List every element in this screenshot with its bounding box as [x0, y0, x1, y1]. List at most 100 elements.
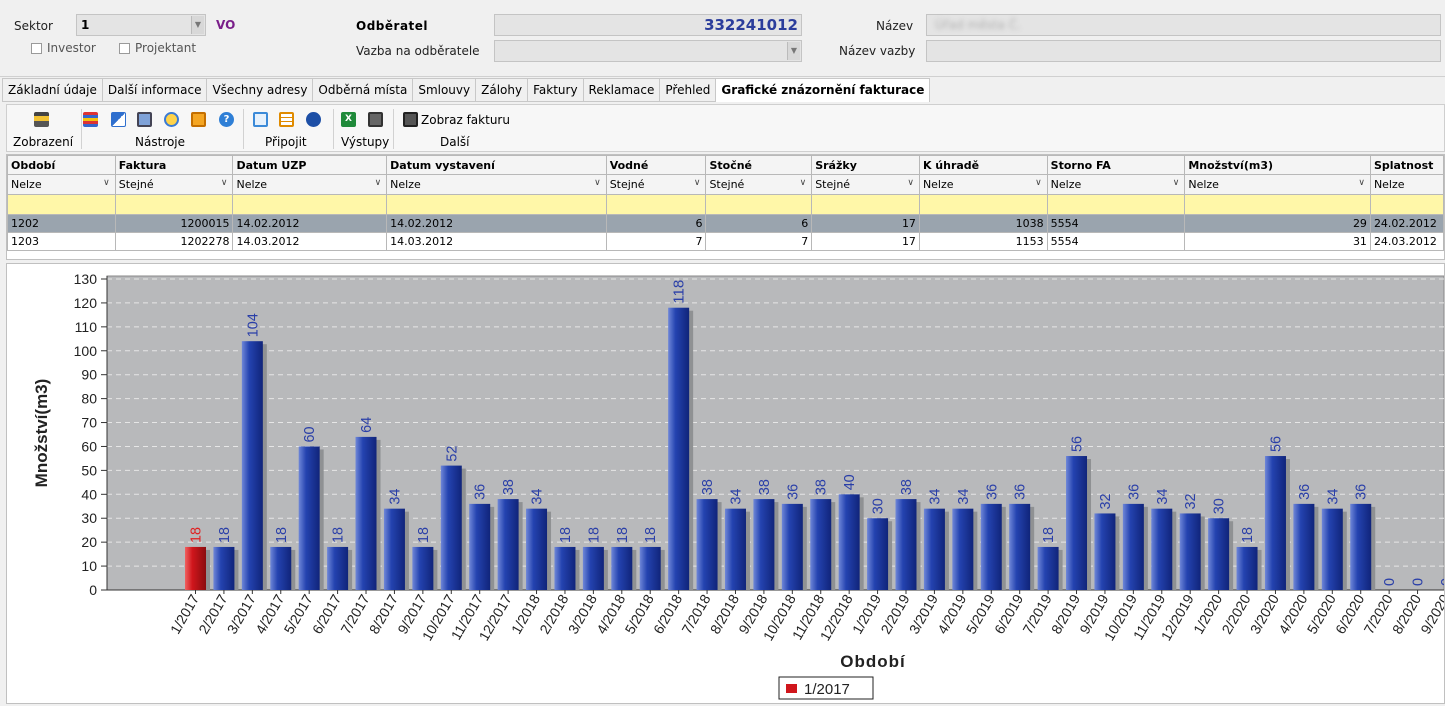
- export-icon[interactable]: [191, 112, 206, 127]
- table-row[interactable]: 1202 1200015 14.02.2012 14.02.2012 6 6 17 1038 5…: [7, 214, 1444, 233]
- chevron-down-icon[interactable]: ∨: [374, 178, 382, 188]
- filter-input[interactable]: [114, 194, 234, 215]
- bar[interactable]: [1009, 503, 1031, 590]
- printer-icon[interactable]: [368, 112, 383, 127]
- column-header[interactable]: K úhradě: [918, 155, 1048, 175]
- bar[interactable]: [497, 499, 519, 590]
- filter-input[interactable]: [386, 194, 607, 215]
- bar[interactable]: [554, 546, 576, 590]
- bar[interactable]: [724, 508, 746, 590]
- tab-prehled[interactable]: Přehled: [660, 78, 717, 102]
- chevron-down-icon[interactable]: ∨: [220, 178, 228, 188]
- chevron-down-icon[interactable]: ∨: [799, 178, 807, 188]
- bar[interactable]: [1264, 456, 1286, 590]
- sektor-select[interactable]: 1 ▼: [76, 14, 206, 36]
- investor-checkbox[interactable]: [31, 43, 42, 54]
- filter-input[interactable]: [705, 194, 813, 215]
- columns-icon[interactable]: [83, 112, 98, 127]
- chevron-down-icon[interactable]: ∨: [1358, 178, 1365, 188]
- bar[interactable]: [298, 446, 320, 590]
- column-header[interactable]: Srážky: [811, 155, 920, 175]
- bar[interactable]: [1321, 508, 1343, 590]
- tab-zakladni-udaje[interactable]: Základní údaje: [2, 78, 103, 102]
- bar[interactable]: [327, 546, 349, 590]
- bar[interactable]: [867, 518, 889, 590]
- tab-odberna-mista[interactable]: Odběrná místa: [313, 78, 414, 102]
- bar[interactable]: [1236, 546, 1258, 590]
- chevron-down-icon[interactable]: ∨: [693, 178, 701, 188]
- column-header[interactable]: Faktura: [114, 155, 234, 175]
- bar[interactable]: [781, 503, 803, 590]
- bar[interactable]: [1066, 456, 1088, 590]
- filter-select[interactable]: Nelze ∨: [7, 174, 116, 195]
- bar[interactable]: [1037, 546, 1059, 590]
- filter-select[interactable]: Stejné ∨: [811, 174, 920, 195]
- chevron-down-icon[interactable]: ∨: [907, 178, 914, 188]
- filter-input[interactable]: [1046, 194, 1186, 215]
- column-header[interactable]: Vodné: [605, 155, 707, 175]
- bar[interactable]: [355, 436, 377, 590]
- bar[interactable]: [611, 546, 633, 590]
- chevron-down-icon[interactable]: ▼: [191, 16, 204, 34]
- filter-input[interactable]: [232, 194, 388, 215]
- attach-icon[interactable]: [253, 112, 268, 127]
- filter-select[interactable]: Stejné ∨: [114, 174, 234, 195]
- bar[interactable]: [213, 546, 235, 590]
- bar[interactable]: [1179, 513, 1201, 590]
- tab-zalohy[interactable]: Zálohy: [476, 78, 529, 102]
- bar[interactable]: [639, 546, 661, 590]
- filter-select[interactable]: Nelze ∨: [918, 174, 1048, 195]
- filter-input[interactable]: [918, 194, 1048, 215]
- chevron-down-icon[interactable]: ∨: [1172, 178, 1180, 188]
- bar[interactable]: [185, 546, 206, 590]
- column-header[interactable]: Množství(m3): [1184, 155, 1371, 175]
- bar[interactable]: [270, 546, 292, 590]
- filter-input[interactable]: [1369, 194, 1444, 215]
- bar[interactable]: [838, 494, 860, 590]
- filter-select[interactable]: Nelze ∨: [232, 174, 388, 195]
- excel-icon[interactable]: X: [341, 112, 356, 127]
- filter-input[interactable]: [605, 194, 707, 215]
- column-header[interactable]: Období: [7, 155, 116, 175]
- filter-input[interactable]: [7, 194, 116, 215]
- bar[interactable]: [241, 341, 263, 590]
- tab-graficke-znazorneni[interactable]: Grafické znázornění fakturace: [716, 78, 931, 102]
- view-icon[interactable]: [34, 112, 49, 127]
- vazba-select[interactable]: ▼: [494, 40, 802, 62]
- filter-select[interactable]: Nelze ∨: [1184, 174, 1371, 195]
- nazev-vazby-field[interactable]: [926, 40, 1441, 62]
- tab-smlouvy[interactable]: Smlouvy: [413, 78, 477, 102]
- bar[interactable]: [696, 499, 718, 590]
- help-icon[interactable]: ?: [219, 112, 234, 127]
- chevron-down-icon[interactable]: ∨: [103, 178, 110, 188]
- bar[interactable]: [810, 499, 832, 590]
- bar[interactable]: [1208, 518, 1230, 590]
- zobraz-fakturu-button[interactable]: Zobraz fakturu: [421, 113, 510, 127]
- tab-reklamace[interactable]: Reklamace: [583, 78, 661, 102]
- filter-input[interactable]: [811, 194, 920, 215]
- projektant-checkbox[interactable]: [119, 43, 130, 54]
- bar[interactable]: [383, 508, 405, 590]
- tab-vsechny-adresy[interactable]: Všechny adresy: [207, 78, 314, 102]
- filter-select[interactable]: Nelze ∨: [1046, 174, 1186, 195]
- bar[interactable]: [1122, 503, 1144, 590]
- bar[interactable]: [980, 503, 1002, 590]
- clock-icon[interactable]: [164, 112, 179, 127]
- bar[interactable]: [952, 508, 974, 590]
- bar[interactable]: [895, 499, 917, 590]
- filter-select[interactable]: Stejné ∨: [605, 174, 707, 195]
- chevron-down-icon[interactable]: ▼: [787, 42, 800, 60]
- column-header[interactable]: Splatnost: [1369, 155, 1444, 175]
- bar[interactable]: [1350, 503, 1372, 590]
- print-icon[interactable]: [137, 112, 152, 127]
- filter-select[interactable]: Nelze: [1369, 174, 1444, 195]
- table-row[interactable]: 1203 1202278 14.03.2012 14.03.2012 7 7 17 1153 5…: [7, 232, 1444, 251]
- invoice-icon[interactable]: [403, 112, 418, 127]
- nazev-field[interactable]: Úřad města Č.: [926, 14, 1441, 36]
- chevron-down-icon[interactable]: ∨: [594, 178, 601, 188]
- filter-select[interactable]: Stejné ∨: [705, 174, 813, 195]
- bar[interactable]: [469, 503, 491, 590]
- tab-faktury[interactable]: Faktury: [528, 78, 584, 102]
- bar[interactable]: [412, 546, 434, 590]
- bar[interactable]: [668, 307, 690, 590]
